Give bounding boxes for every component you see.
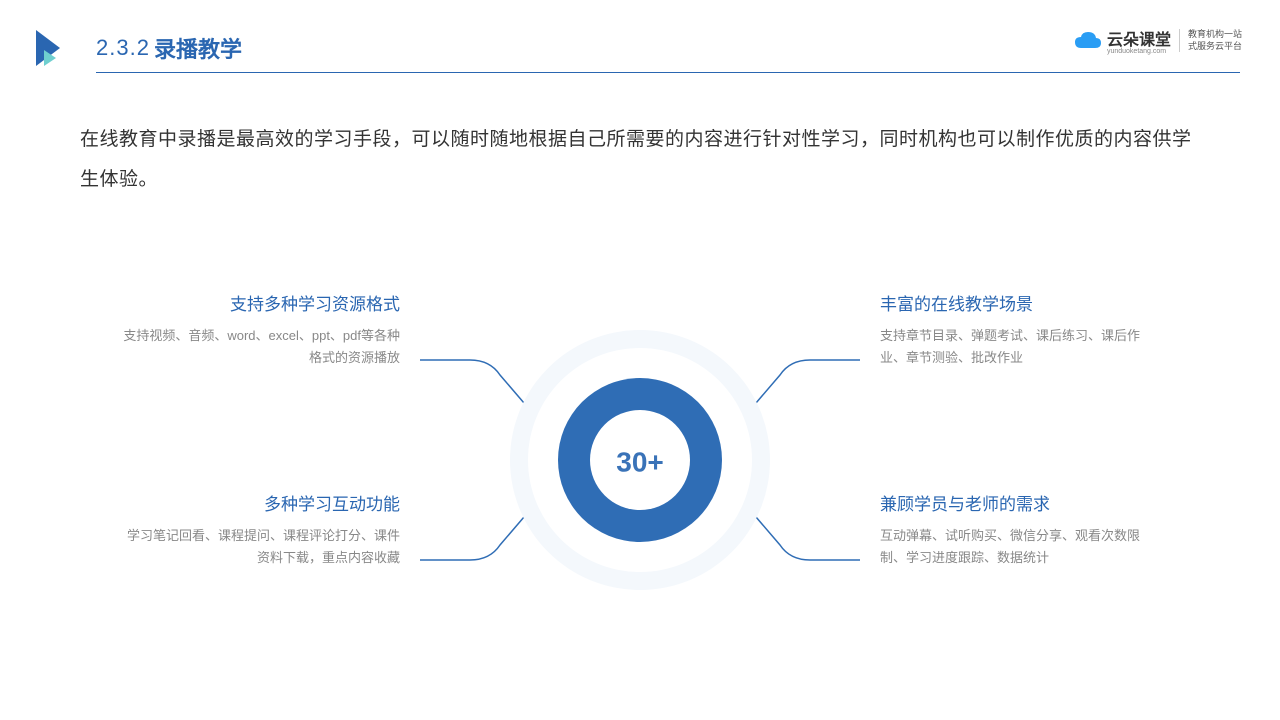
- feature-top-right: 丰富的在线教学场景 支持章节目录、弹题考试、课后练习、课后作业、章节测验、批改作…: [880, 290, 1160, 369]
- section-title: 录播教学: [154, 32, 242, 64]
- center-value: 30+: [616, 447, 664, 478]
- feature-title: 丰富的在线教学场景: [880, 290, 1160, 315]
- cloud-icon: [1073, 30, 1103, 52]
- section-number: 2.3.2: [96, 35, 150, 61]
- feature-desc: 互动弹幕、试听购买、微信分享、观看次数限制、学习进度跟踪、数据统计: [880, 525, 1160, 569]
- feature-title: 多种学习互动功能: [120, 490, 400, 515]
- slide-header: 2.3.2 录播教学: [34, 28, 1246, 68]
- center-ring: 30+: [500, 320, 780, 600]
- play-triangle-icon: [34, 28, 74, 68]
- feature-top-left: 支持多种学习资源格式 支持视频、音频、word、excel、ppt、pdf等各种…: [120, 290, 400, 369]
- feature-title: 支持多种学习资源格式: [120, 290, 400, 315]
- brand-tagline: 教育机构一站 式服务云平台: [1179, 29, 1242, 52]
- feature-desc: 支持章节目录、弹题考试、课后练习、课后作业、章节测验、批改作业: [880, 325, 1160, 369]
- brand-name: 云朵课堂: [1107, 32, 1171, 49]
- feature-title: 兼顾学员与老师的需求: [880, 490, 1160, 515]
- intro-paragraph: 在线教育中录播是最高效的学习手段，可以随时随地根据自己所需要的内容进行针对性学习…: [80, 120, 1200, 200]
- title-underline: [96, 72, 1240, 73]
- brand-logo: 云朵课堂 yunduoketang.com 教育机构一站 式服务云平台: [1073, 26, 1242, 55]
- brand-domain: yunduoketang.com: [1107, 48, 1171, 55]
- feature-diagram: 30+ 支持多种学习资源格式 支持视频、音频、word、excel、ppt、pd…: [0, 270, 1280, 650]
- feature-bottom-left: 多种学习互动功能 学习笔记回看、课程提问、课程评论打分、课件资料下载，重点内容收…: [120, 490, 400, 569]
- feature-desc: 支持视频、音频、word、excel、ppt、pdf等各种格式的资源播放: [120, 325, 400, 369]
- feature-bottom-right: 兼顾学员与老师的需求 互动弹幕、试听购买、微信分享、观看次数限制、学习进度跟踪、…: [880, 490, 1160, 569]
- feature-desc: 学习笔记回看、课程提问、课程评论打分、课件资料下载，重点内容收藏: [120, 525, 400, 569]
